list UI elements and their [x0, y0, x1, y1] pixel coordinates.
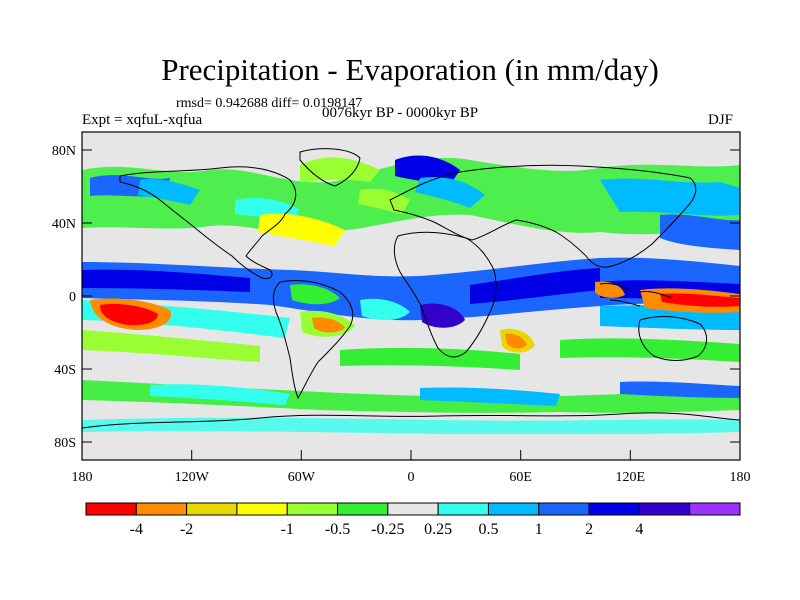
y-tick-label: 40N [52, 217, 76, 232]
y-tick-label: 40S [54, 363, 76, 378]
y-axis-labels: 80N 40N 0 40S 80S [52, 144, 76, 451]
colorbar-labels: -4 -2 -1 -0.5 -0.25 0.25 0.5 1 2 4 [130, 521, 644, 538]
australia-outline [638, 316, 707, 361]
colorbar-swatch [135, 502, 188, 516]
x-tick-label: 180 [730, 470, 751, 485]
colorbar-label: -2 [180, 521, 193, 538]
south-america-outline [272, 279, 354, 400]
x-axis-labels: 180 120W 60W 0 60E 120E 180 [72, 470, 751, 485]
y-tick-label: 80N [52, 144, 76, 159]
colorbar-swatch [387, 502, 439, 516]
indonesia-outline [599, 283, 673, 307]
chart-title: Precipitation - Evaporation (in mm/day) [161, 52, 659, 87]
north-america-outline [119, 166, 297, 279]
colorbar [85, 502, 741, 516]
experiment-label: Expt = xqfuL-xqfua [82, 112, 203, 128]
greenland-outline [299, 148, 361, 187]
eurasia-outline [389, 164, 697, 268]
colorbar-swatch [286, 502, 339, 516]
colorbar-swatch [85, 502, 137, 516]
x-axis-ticks [81, 450, 741, 460]
colorbar-swatch [236, 502, 288, 516]
colorbar-swatch [487, 502, 540, 516]
colorbar-label: 4 [635, 521, 643, 538]
colorbar-swatch [638, 502, 691, 516]
colorbar-swatch [337, 502, 389, 516]
colorbar-swatch [588, 502, 640, 516]
coastlines [82, 148, 740, 429]
antarctica-outline [82, 412, 740, 429]
period-label: 0076kyr BP - 0000kyr BP [322, 105, 479, 121]
y-axis-ticks [82, 149, 740, 443]
colorbar-label: 0.5 [478, 521, 498, 538]
colorbar-label: -1 [281, 521, 294, 538]
x-tick-label: 180 [72, 470, 93, 485]
africa-outline [393, 231, 497, 358]
colorbar-swatch [689, 502, 741, 516]
statistics-line: rmsd= 0.942688 diff= 0.0198147 [176, 96, 363, 111]
x-tick-label: 0 [408, 470, 415, 485]
x-tick-label: 120W [175, 470, 210, 485]
colorbar-label: 1 [535, 521, 543, 538]
anomaly-field [82, 155, 740, 460]
colorbar-swatch [437, 502, 489, 516]
y-tick-label: 80S [54, 436, 76, 451]
x-tick-label: 120E [616, 470, 646, 485]
colorbar-swatch [538, 502, 590, 516]
colorbar-label: -4 [130, 521, 143, 538]
colorbar-label: 2 [585, 521, 593, 538]
colorbar-label: -0.25 [371, 521, 404, 538]
x-tick-label: 60E [509, 470, 532, 485]
colorbar-swatch [186, 502, 238, 516]
colorbar-label: -0.5 [325, 521, 350, 538]
season-label: DJF [708, 112, 734, 128]
colorbar-label: 0.25 [424, 521, 452, 538]
y-tick-label: 0 [69, 290, 76, 305]
x-tick-label: 60W [288, 470, 316, 485]
